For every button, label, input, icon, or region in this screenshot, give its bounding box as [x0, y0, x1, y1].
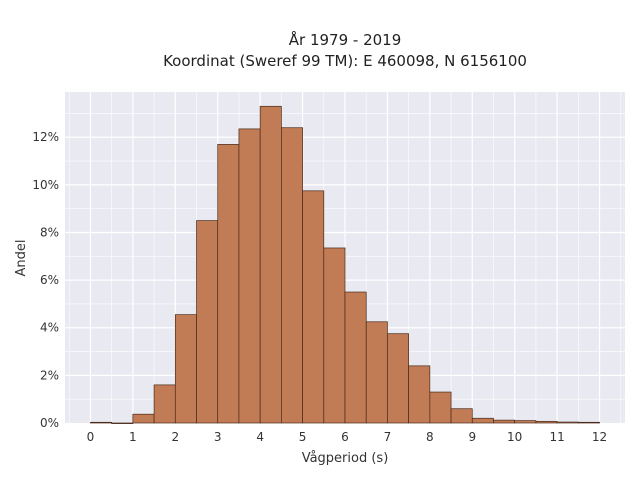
- x-tick-label: 10: [507, 430, 522, 444]
- y-tick-label: 10%: [32, 178, 59, 192]
- chart-title-line-2: Koordinat (Sweref 99 TM): E 460098, N 61…: [163, 52, 527, 70]
- bars: [90, 105, 600, 424]
- histogram-bar: [387, 333, 409, 424]
- histogram-bar: [408, 365, 431, 424]
- x-tick-label: 11: [549, 430, 564, 444]
- y-tick-label: 8%: [40, 225, 59, 239]
- histogram-bar: [471, 417, 494, 424]
- y-axis-ticks: 0% 2% 4% 6% 8% 10% 12%: [32, 130, 59, 430]
- x-tick-label: 2: [171, 430, 179, 444]
- y-tick-label: 6%: [40, 273, 59, 287]
- histogram-bar: [174, 314, 197, 424]
- x-tick-label: 6: [341, 430, 349, 444]
- x-axis-label: Vågperiod (s): [302, 451, 389, 466]
- x-tick-label: 9: [468, 430, 476, 444]
- histogram-bar: [217, 144, 240, 424]
- y-tick-label: 12%: [32, 130, 59, 144]
- histogram-bar: [577, 421, 600, 424]
- histogram-bar: [323, 247, 346, 424]
- x-tick-label: 4: [256, 430, 264, 444]
- x-tick-label: 3: [214, 430, 222, 444]
- histogram-bar: [450, 408, 473, 424]
- x-tick-label: 8: [426, 430, 434, 444]
- y-axis-label: Andel: [14, 240, 29, 277]
- y-tick-label: 0%: [40, 416, 59, 430]
- histogram-bar: [514, 420, 537, 424]
- y-tick-label: 4%: [40, 321, 59, 335]
- histogram-bar: [111, 422, 134, 424]
- histogram-bar: [535, 420, 558, 424]
- histogram-bar: [153, 384, 176, 424]
- histogram-bar: [196, 220, 219, 424]
- x-axis-ticks: 0 1 2 3 4 5 6 7 8 9 10 11 12: [87, 430, 608, 444]
- histogram-bar: [281, 127, 303, 424]
- histogram-bar: [493, 419, 516, 424]
- x-tick-label: 12: [592, 430, 607, 444]
- x-tick-label: 0: [87, 430, 95, 444]
- histogram-bar: [259, 105, 282, 424]
- histogram-bar: [365, 321, 388, 424]
- chart-title-line-1: År 1979 - 2019: [289, 30, 402, 49]
- y-tick-label: 2%: [40, 368, 59, 382]
- x-tick-label: 1: [129, 430, 137, 444]
- histogram-bar: [132, 413, 155, 424]
- histogram-bar: [90, 421, 113, 424]
- histogram-bar: [302, 190, 325, 424]
- x-tick-label: 7: [384, 430, 392, 444]
- histogram-bar: [344, 291, 367, 424]
- x-tick-label: 5: [299, 430, 307, 444]
- histogram-bar: [238, 128, 261, 424]
- histogram-bar: [556, 421, 579, 424]
- histogram-bar: [429, 391, 452, 424]
